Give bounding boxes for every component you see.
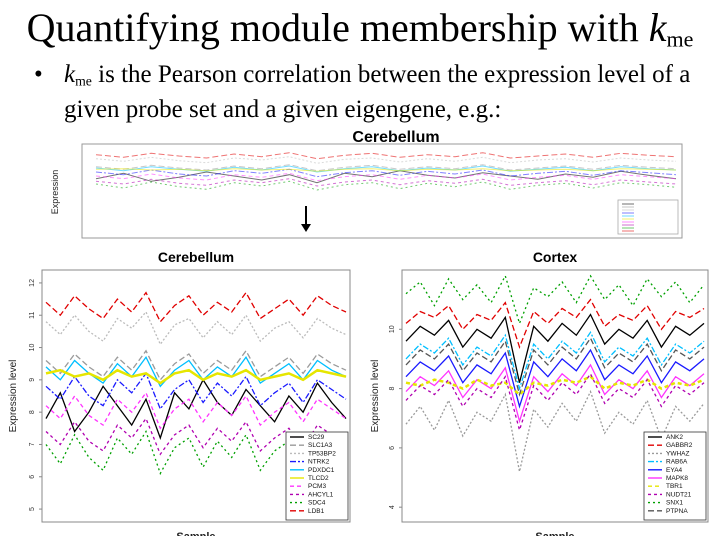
top-legend <box>622 203 634 232</box>
plot-frame <box>401 269 709 523</box>
legend-entry: SDC4 <box>308 500 326 507</box>
top-series-line <box>95 178 677 187</box>
legend-entry: YWHAZ <box>666 450 690 457</box>
cortex-panel: Cortex 4 6 8 10 Expression level Sample ANK2GAB… <box>366 244 716 541</box>
x-axis-label: Sample <box>176 531 215 536</box>
title-sub: me <box>666 26 694 52</box>
legend-entry: PTPNA <box>666 508 688 515</box>
series-line-ntrk2 <box>45 372 347 411</box>
top-series-line <box>95 164 677 172</box>
y-axis-label: Expression level <box>8 360 19 433</box>
down-arrow-head <box>301 224 311 232</box>
y-tick-label: 12 <box>29 279 36 287</box>
y-tick-label: 8 <box>29 410 36 414</box>
chart-title: Cortex <box>533 249 578 265</box>
series-line-pdxdc1 <box>45 355 347 388</box>
y-tick-label: 9 <box>29 378 36 382</box>
legend-entry: GABBR2 <box>666 442 693 449</box>
series-line-slc1a3 <box>45 349 347 381</box>
legend-box <box>285 431 349 521</box>
series-line-ptpna <box>405 336 705 397</box>
series-line-pcm3 <box>45 391 347 430</box>
y-axis-label: Expression level <box>370 360 381 433</box>
series-line-ldb1 <box>45 291 347 323</box>
series-line-mapk8 <box>405 363 705 424</box>
y-tick-label: 8 <box>389 387 396 391</box>
y-tick-label: 6 <box>389 446 396 450</box>
plot-frame <box>41 269 351 523</box>
series-line-ank2 <box>405 313 705 383</box>
series-line-tlcd2 <box>45 368 347 385</box>
top-series-line <box>95 168 677 178</box>
bullet-k: k <box>64 61 76 88</box>
top-series-lines <box>95 152 677 191</box>
cortex-chart: Cortex 4 6 8 10 Expression level Sample ANK2GAB… <box>370 249 709 541</box>
legend-entry: ANK2 <box>666 434 683 441</box>
slide-title: Quantifying module membership with kme <box>0 4 720 53</box>
series-line-nudt21 <box>405 372 705 433</box>
y-tick-label: 5 <box>29 507 36 511</box>
legend-entry: SC29 <box>308 434 325 441</box>
legend-entry: LDB1 <box>308 508 325 515</box>
legend-entry: NUDT21 <box>666 491 692 498</box>
top-series-line <box>95 156 677 164</box>
bullet-body: is the Pearson correlation between the e… <box>64 61 691 124</box>
legend-box <box>643 431 707 521</box>
title-text: Quantifying module membership with <box>26 5 649 50</box>
bullet-sub: me <box>75 73 92 89</box>
x-axis-label: Sample <box>535 531 574 536</box>
y-tick-label: 4 <box>389 505 396 509</box>
top-series-line <box>95 152 677 160</box>
top-chart-panel: Cerebellum Expression <box>36 129 690 242</box>
y-tick-label: 11 <box>29 311 36 318</box>
cerebellum-chart: Cerebellum 5 6 7 8 9 10 11 12 Expression level Sam… <box>8 249 351 541</box>
series-line-eya4 <box>405 348 705 409</box>
series-line-snx1 <box>405 274 705 326</box>
top-plot-frame <box>81 143 683 239</box>
top-chart-ylabel: Expression <box>50 170 60 215</box>
series-line-sc29 <box>45 378 347 441</box>
series-line-tp53bp2 <box>45 310 347 346</box>
legend-entry: TP53BP2 <box>308 450 336 457</box>
y-tick-label: 7 <box>29 442 36 446</box>
legend-entry: EYA4 <box>666 467 683 474</box>
chart-title: Cerebellum <box>158 249 234 265</box>
top-chart-title: Cerebellum <box>352 130 439 146</box>
legend-entry: TLCD2 <box>308 475 329 482</box>
legend-entry: RAB6A <box>666 459 688 466</box>
title-k: k <box>648 5 667 50</box>
y-tick-label: 6 <box>29 475 36 479</box>
legend-entry: PDXDC1 <box>308 467 335 474</box>
legend-entry: NTRK2 <box>308 459 330 466</box>
y-tick-label: 10 <box>29 344 36 352</box>
top-chart-svg: Cerebellum Expression <box>50 129 683 239</box>
top-series-line <box>95 168 677 172</box>
top-legend-box <box>617 199 679 235</box>
legend-entry: AHCYL1 <box>308 491 334 498</box>
legend-entry: MAPK8 <box>666 475 688 482</box>
series-line-gabbr2 <box>405 298 705 350</box>
legend-entry: PCM3 <box>308 483 326 490</box>
bullet-marker: • <box>34 61 43 88</box>
series-line-tbr1 <box>405 375 705 397</box>
series-line-rab6a <box>405 331 705 391</box>
y-tick-label: 10 <box>389 325 396 333</box>
legend-entry: SNX1 <box>666 500 683 507</box>
legend-entry: SLC1A3 <box>308 442 333 449</box>
top-series-line <box>95 180 677 191</box>
legend-entry: TBR1 <box>666 483 683 490</box>
cerebellum-panel: Cerebellum 5 6 7 8 9 10 11 12 Expression level Sam… <box>6 244 358 541</box>
bullet-text: kme is the Pearson correlation between t… <box>64 60 694 124</box>
series-line-ywhaz <box>405 389 705 472</box>
